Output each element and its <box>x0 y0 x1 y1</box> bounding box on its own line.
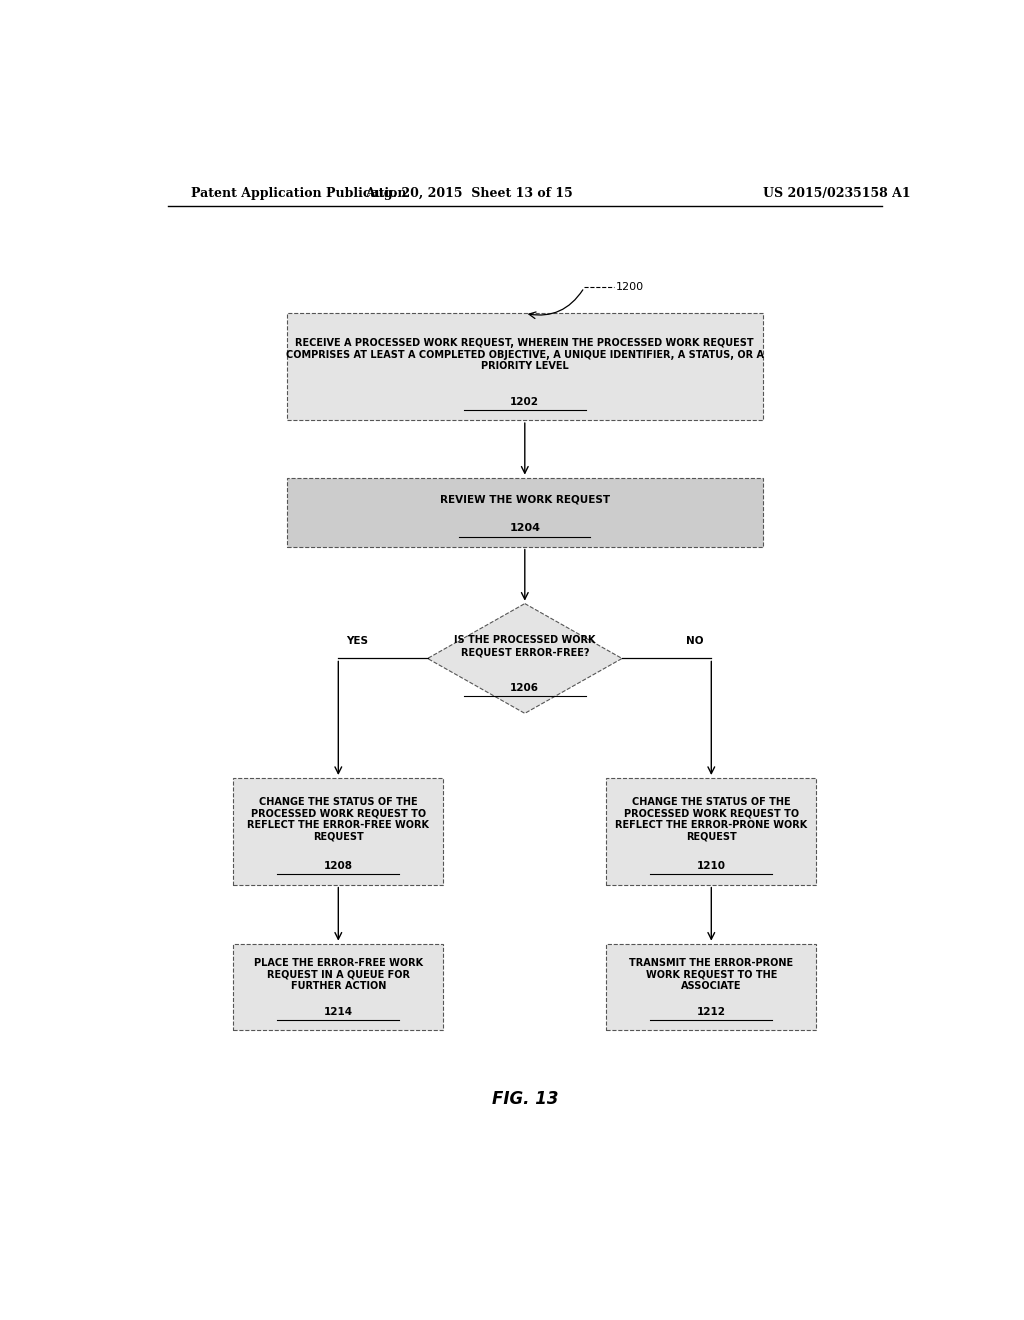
Polygon shape <box>428 603 622 713</box>
Text: RECEIVE A PROCESSED WORK REQUEST, WHEREIN THE PROCESSED WORK REQUEST
COMPRISES A: RECEIVE A PROCESSED WORK REQUEST, WHEREI… <box>286 338 764 371</box>
Bar <box>287 313 763 420</box>
Text: TRANSMIT THE ERROR-PRONE
WORK REQUEST TO THE
ASSOCIATE: TRANSMIT THE ERROR-PRONE WORK REQUEST TO… <box>629 958 794 991</box>
Bar <box>606 777 816 884</box>
Text: YES: YES <box>346 636 369 647</box>
Text: 1214: 1214 <box>324 1007 353 1016</box>
Text: Patent Application Publication: Patent Application Publication <box>191 187 407 201</box>
Bar <box>233 944 443 1030</box>
Text: 1206: 1206 <box>510 682 540 693</box>
Text: 1204: 1204 <box>509 523 541 533</box>
Text: NO: NO <box>686 636 703 647</box>
Bar <box>606 944 816 1030</box>
Bar <box>287 478 763 546</box>
Text: PLACE THE ERROR-FREE WORK
REQUEST IN A QUEUE FOR
FURTHER ACTION: PLACE THE ERROR-FREE WORK REQUEST IN A Q… <box>254 958 423 991</box>
Text: REVIEW THE WORK REQUEST: REVIEW THE WORK REQUEST <box>439 495 610 506</box>
Text: 1200: 1200 <box>616 282 644 293</box>
Bar <box>233 777 443 884</box>
Text: IS THE PROCESSED WORK
REQUEST ERROR-FREE?: IS THE PROCESSED WORK REQUEST ERROR-FREE… <box>454 635 596 657</box>
Text: 1208: 1208 <box>324 862 353 871</box>
Text: FIG. 13: FIG. 13 <box>492 1089 558 1107</box>
Text: 1212: 1212 <box>696 1007 726 1016</box>
Text: Aug. 20, 2015  Sheet 13 of 15: Aug. 20, 2015 Sheet 13 of 15 <box>366 187 573 201</box>
Text: CHANGE THE STATUS OF THE
PROCESSED WORK REQUEST TO
REFLECT THE ERROR-PRONE WORK
: CHANGE THE STATUS OF THE PROCESSED WORK … <box>615 797 807 841</box>
Text: CHANGE THE STATUS OF THE
PROCESSED WORK REQUEST TO
REFLECT THE ERROR-FREE WORK
R: CHANGE THE STATUS OF THE PROCESSED WORK … <box>248 797 429 841</box>
Text: US 2015/0235158 A1: US 2015/0235158 A1 <box>763 187 910 201</box>
Text: 1202: 1202 <box>510 397 540 407</box>
Text: 1210: 1210 <box>696 862 726 871</box>
